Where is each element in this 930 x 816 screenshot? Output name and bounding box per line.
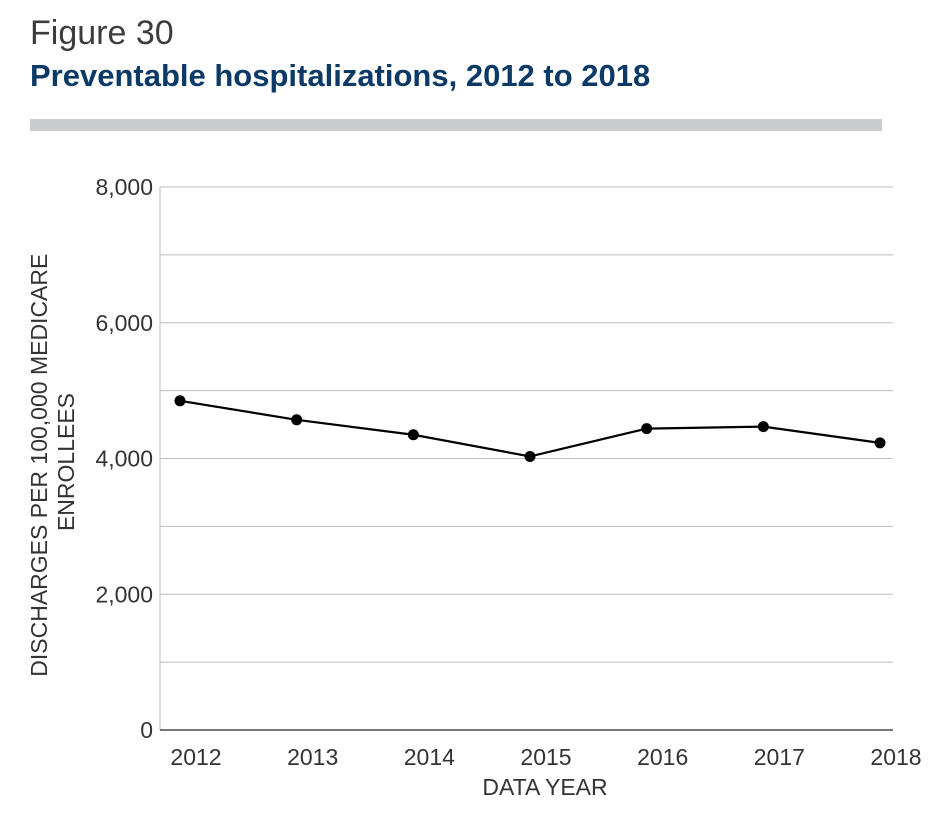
x-tick-label: 2015 bbox=[520, 744, 571, 770]
x-tick-label: 2012 bbox=[170, 744, 221, 770]
data-point bbox=[291, 414, 303, 426]
figure-label: Figure 30 bbox=[30, 14, 174, 52]
chart-title: Preventable hospitalizations, 2012 to 20… bbox=[30, 58, 651, 93]
data-point bbox=[641, 423, 653, 435]
y-tick-label: 0 bbox=[140, 717, 153, 743]
y-tick-label: 2,000 bbox=[95, 581, 153, 607]
x-tick-label: 2017 bbox=[754, 744, 805, 770]
series bbox=[174, 395, 886, 462]
axes bbox=[159, 187, 893, 731]
data-point bbox=[524, 450, 536, 462]
x-axis-label: DATA YEAR bbox=[482, 774, 607, 800]
data-point bbox=[757, 421, 769, 433]
x-tick-label: 2016 bbox=[637, 744, 688, 770]
y-axis-label: DISCHARGES PER 100,000 MEDICARE ENROLLEE… bbox=[26, 247, 79, 676]
x-tick-label: 2018 bbox=[870, 744, 921, 770]
title-rule bbox=[30, 119, 882, 131]
y-axis-label-line-1: DISCHARGES PER 100,000 MEDICARE bbox=[26, 254, 52, 677]
x-tick-label: 2014 bbox=[404, 744, 455, 770]
y-tick-label: 4,000 bbox=[95, 446, 153, 472]
y-tick-label: 6,000 bbox=[95, 310, 153, 336]
y-axis-label-line-2: ENROLLEES bbox=[53, 393, 79, 531]
y-tick-labels: 0 2,000 4,000 6,000 8,000 bbox=[95, 174, 153, 743]
data-point bbox=[874, 437, 886, 449]
data-point bbox=[174, 395, 186, 407]
y-tick-label: 8,000 bbox=[95, 174, 153, 200]
x-tick-labels: 2012 2013 2014 2015 2016 2017 2018 bbox=[170, 744, 921, 770]
grid-lines bbox=[160, 186, 893, 663]
x-tick-label: 2013 bbox=[287, 744, 338, 770]
data-point bbox=[407, 429, 419, 441]
series-line bbox=[179, 399, 881, 458]
